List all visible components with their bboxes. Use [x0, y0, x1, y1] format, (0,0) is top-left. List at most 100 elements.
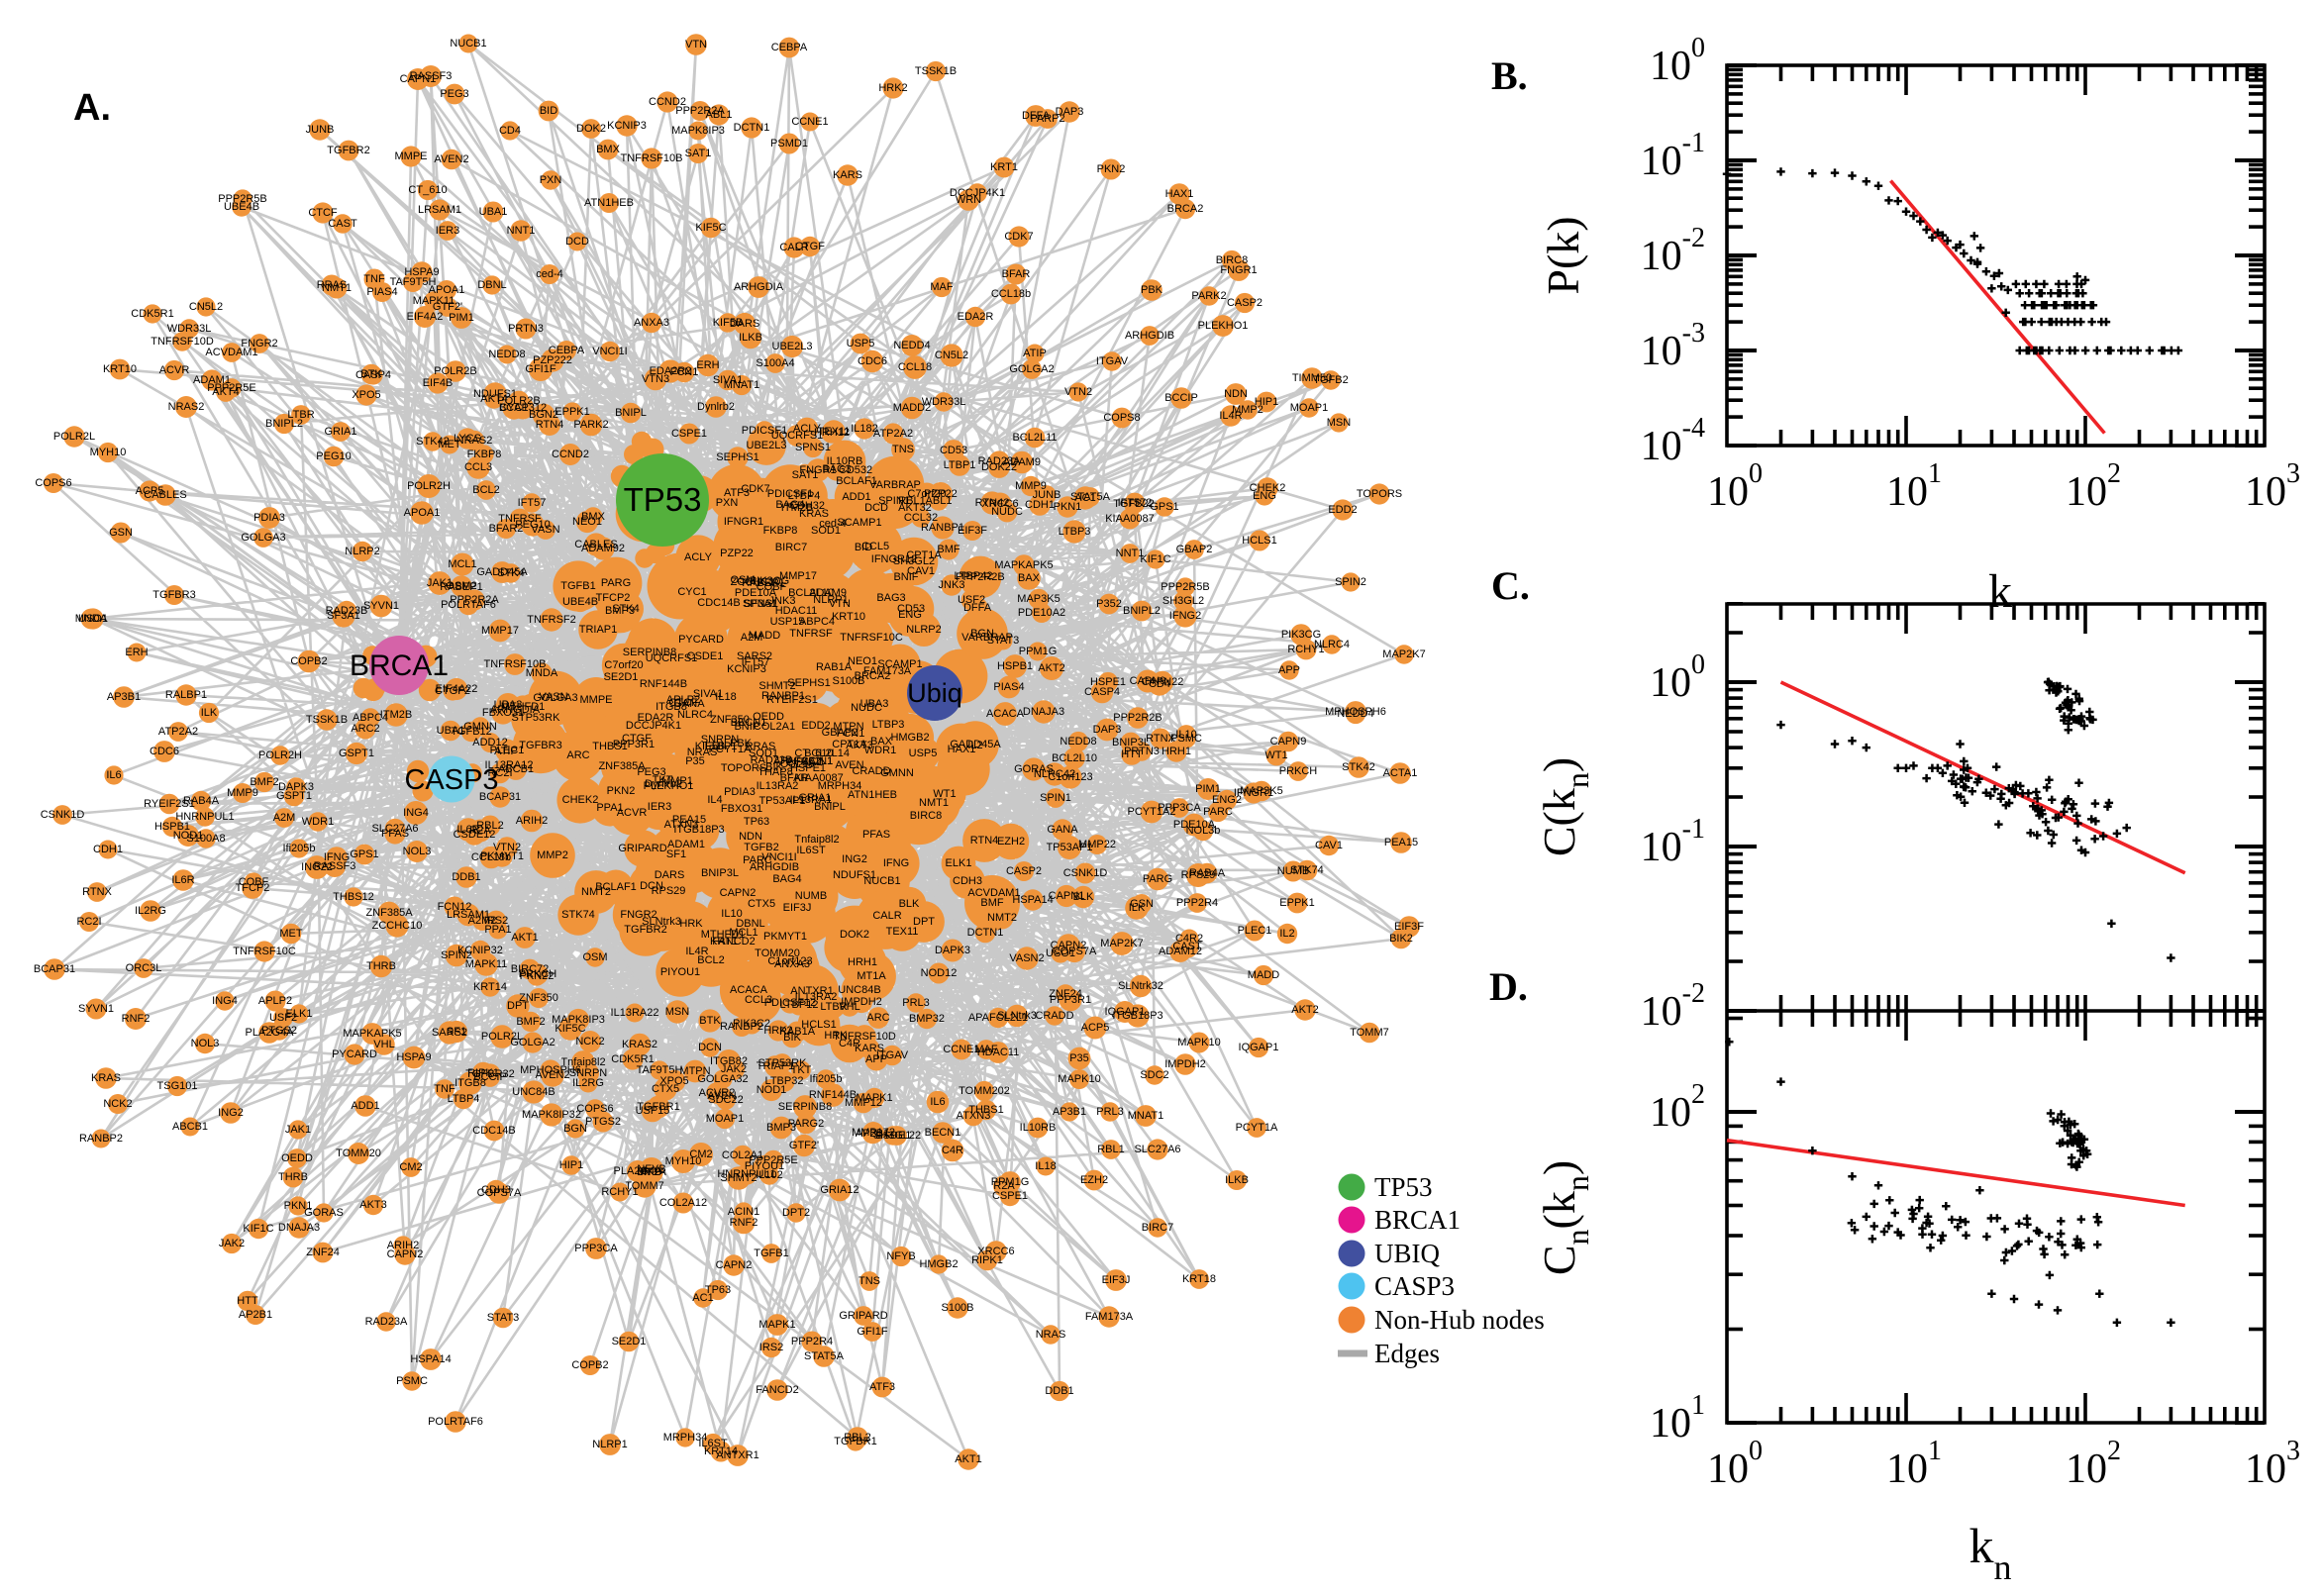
svg-text:TGFB2: TGFB2: [744, 842, 778, 853]
svg-text:COBF: COBF: [239, 876, 269, 888]
svg-text:VARBRAP: VARBRAP: [869, 479, 921, 491]
svg-text:CTX5: CTX5: [652, 1083, 679, 1095]
svg-text:KARS: KARS: [833, 169, 862, 181]
svg-text:IL2: IL2: [967, 740, 982, 751]
svg-text:MT1A: MT1A: [857, 970, 886, 982]
svg-text:RAB4A: RAB4A: [183, 795, 220, 807]
svg-text:CM2: CM2: [399, 1161, 422, 1173]
svg-text:BMP3: BMP3: [766, 1122, 796, 1134]
svg-text:OSM: OSM: [582, 951, 607, 963]
svg-text:MMP17: MMP17: [481, 625, 519, 637]
svg-text:PLEKHO1: PLEKHO1: [1198, 320, 1249, 332]
svg-text:CD4: CD4: [499, 125, 521, 137]
svg-text:FCN12: FCN12: [438, 901, 472, 913]
svg-text:HSPA14: HSPA14: [410, 1353, 451, 1365]
svg-text:BNIPL2: BNIPL2: [265, 418, 303, 430]
svg-text:BNIPL: BNIPL: [814, 801, 846, 813]
svg-text:KCNIP32: KCNIP32: [457, 945, 503, 956]
svg-text:TOMM7: TOMM7: [1350, 1027, 1389, 1039]
svg-text:RPS29: RPS29: [652, 885, 686, 897]
svg-text:VNCI1I: VNCI1I: [761, 851, 796, 863]
svg-text:TGFB1: TGFB1: [754, 1247, 788, 1259]
svg-text:PXN: PXN: [716, 497, 739, 509]
svg-text:KIAA0087: KIAA0087: [794, 772, 844, 784]
svg-text:C7orf20: C7orf20: [604, 659, 643, 671]
svg-text:BIK2: BIK2: [1389, 933, 1413, 945]
svg-text:SAT1: SAT1: [685, 148, 712, 159]
svg-text:COPS7A: COPS7A: [1053, 946, 1097, 957]
svg-text:PARC: PARC: [1203, 806, 1233, 818]
svg-text:USF2: USF2: [269, 1012, 297, 1024]
svg-text:MAP2K7: MAP2K7: [1382, 648, 1425, 660]
svg-text:COBF: COBF: [757, 581, 787, 593]
svg-text:RANBP2: RANBP2: [720, 1021, 763, 1033]
svg-text:RRAS: RRAS: [317, 279, 348, 291]
svg-text:PCYT1A: PCYT1A: [709, 744, 752, 755]
svg-text:USP5: USP5: [909, 748, 938, 759]
svg-text:ADD1: ADD1: [842, 491, 870, 503]
svg-text:HTT: HTT: [237, 1295, 258, 1307]
svg-text:DAPK3: DAPK3: [935, 945, 970, 956]
svg-text:NEO1: NEO1: [572, 516, 602, 528]
svg-text:EDA2R: EDA2R: [638, 712, 674, 724]
svg-text:NMT2: NMT2: [987, 912, 1017, 924]
svg-text:HSPB1: HSPB1: [997, 660, 1033, 672]
svg-text:USP15: USP15: [770, 616, 805, 628]
svg-text:DPT: DPT: [507, 1000, 529, 1012]
svg-text:DFFA: DFFA: [1022, 110, 1051, 122]
svg-text:FCN1: FCN1: [837, 728, 865, 740]
svg-text:EIF3J: EIF3J: [1102, 1274, 1131, 1286]
svg-text:GBAP2: GBAP2: [1176, 544, 1213, 555]
svg-text:NOL3: NOL3: [403, 846, 432, 857]
svg-text:KARS: KARS: [855, 1043, 884, 1054]
svg-text:THRB: THRB: [278, 1171, 308, 1183]
svg-text:BNIP3L: BNIP3L: [1112, 737, 1150, 748]
svg-text:SH3GL2: SH3GL2: [893, 555, 935, 567]
svg-text:LTBP4: LTBP4: [788, 490, 821, 502]
svg-text:KIF5B: KIF5B: [695, 741, 726, 752]
svg-text:PIK3CG: PIK3CG: [750, 575, 789, 587]
svg-text:TRIAP1: TRIAP1: [579, 624, 618, 636]
svg-text:MYH10: MYH10: [665, 1155, 702, 1167]
svg-text:CTX5: CTX5: [748, 898, 775, 910]
svg-text:BIRC7: BIRC7: [1142, 1222, 1173, 1234]
svg-text:TP53: TP53: [1374, 1172, 1433, 1202]
svg-text:NEO1: NEO1: [848, 655, 877, 667]
svg-text:CRADD: CRADD: [852, 765, 890, 777]
svg-text:BMX: BMX: [596, 144, 621, 155]
svg-text:CN5L2: CN5L2: [189, 301, 223, 313]
svg-text:ITGB8: ITGB8: [454, 1077, 486, 1089]
svg-text:BNIP3L: BNIP3L: [701, 867, 739, 879]
svg-text:SLNtrk3: SLNtrk3: [997, 1010, 1037, 1022]
svg-text:ADAM1: ADAM1: [667, 839, 705, 850]
svg-text:P35: P35: [685, 755, 705, 767]
svg-text:OSM: OSM: [730, 574, 755, 586]
svg-text:JAK1: JAK1: [285, 1124, 311, 1136]
svg-text:RBL2: RBL2: [844, 1432, 871, 1444]
svg-text:BLK: BLK: [1073, 891, 1094, 903]
svg-text:C4R: C4R: [839, 1038, 860, 1049]
svg-text:AP2B1: AP2B1: [856, 1128, 889, 1140]
svg-text:GOLGA3: GOLGA3: [241, 532, 285, 544]
svg-text:PPP3R1: PPP3R1: [613, 739, 655, 750]
svg-text:RTN4: RTN4: [970, 835, 999, 847]
svg-text:OEDD: OEDD: [753, 711, 784, 723]
svg-text:CYC1: CYC1: [499, 402, 528, 414]
svg-text:CDC6: CDC6: [150, 746, 179, 757]
svg-text:EDA2R: EDA2R: [958, 311, 994, 323]
svg-text:PEG3: PEG3: [440, 88, 468, 100]
svg-text:HDAC11: HDAC11: [977, 1047, 1020, 1058]
svg-text:RNF144B: RNF144B: [809, 1089, 857, 1101]
svg-text:KRT14: KRT14: [704, 1446, 738, 1457]
svg-text:PCYT1A: PCYT1A: [1236, 1122, 1278, 1134]
svg-text:CALR: CALR: [872, 910, 901, 922]
svg-text:PSMD1: PSMD1: [770, 138, 808, 150]
svg-text:HRK: HRK: [679, 918, 703, 930]
svg-text:NOL3: NOL3: [191, 1038, 220, 1049]
svg-text:MOAP1: MOAP1: [706, 1113, 745, 1125]
svg-text:PDIA3: PDIA3: [253, 512, 285, 524]
svg-text:WT1: WT1: [1264, 749, 1287, 761]
svg-text:NDN: NDN: [739, 831, 762, 843]
svg-text:CAST: CAST: [328, 218, 357, 230]
svg-text:AP2B1: AP2B1: [239, 1309, 272, 1321]
